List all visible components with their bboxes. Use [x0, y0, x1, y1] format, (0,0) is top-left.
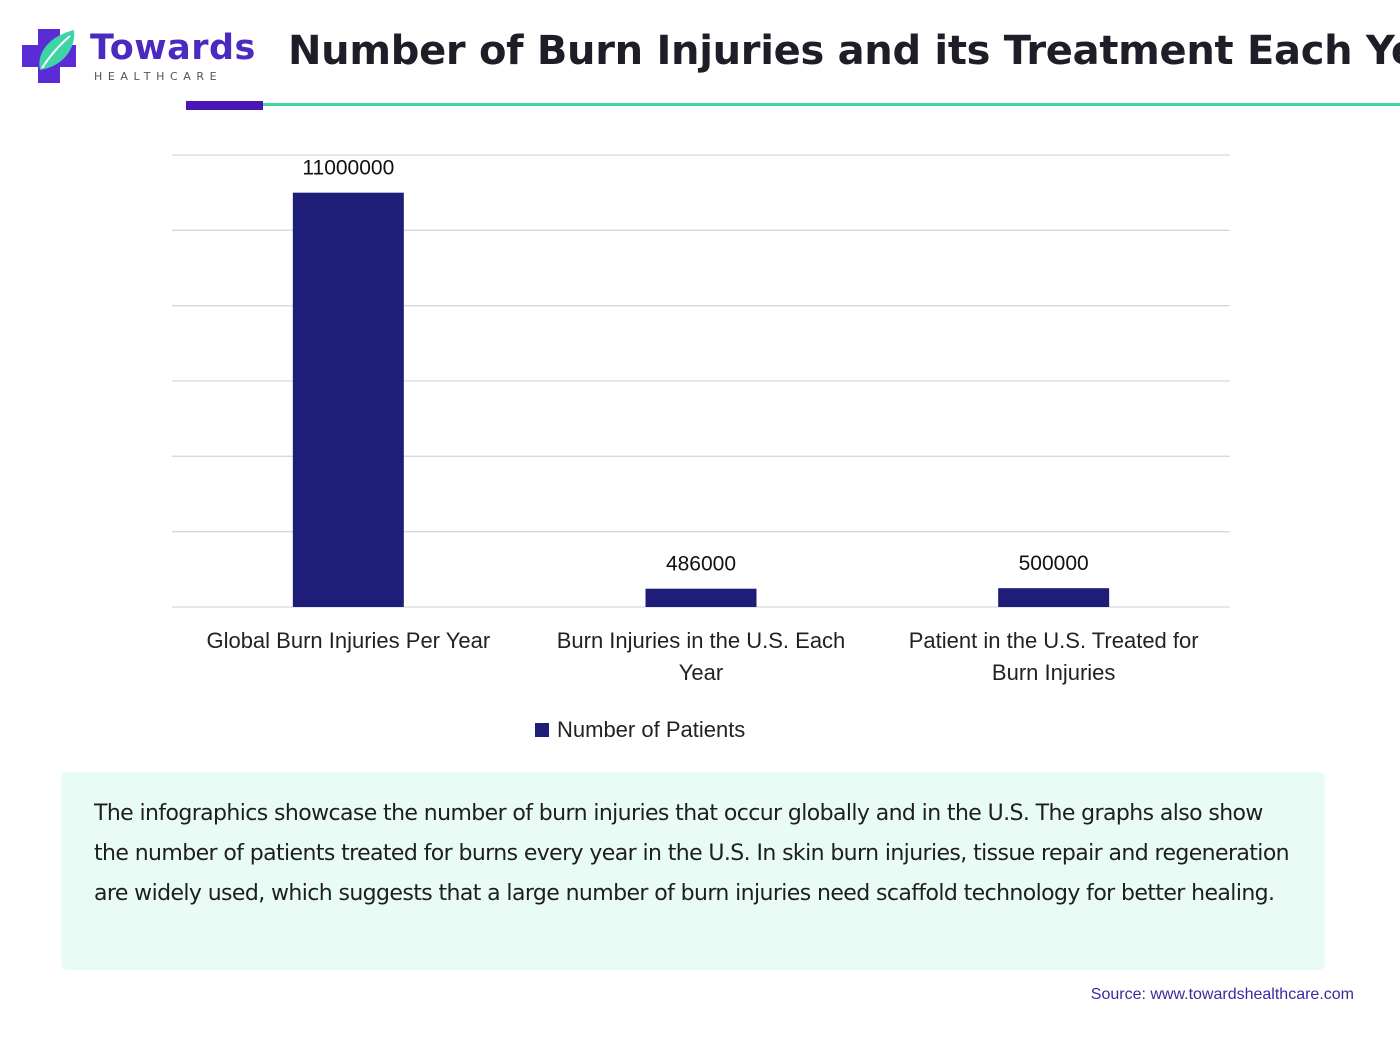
x-tick-label: Burn Injuries in the U.S. Each: [557, 628, 846, 653]
x-tick-label: Patient in the U.S. Treated for: [909, 628, 1199, 653]
brand-logo: Towards HEALTHCARE: [20, 26, 255, 88]
legend-label: Number of Patients: [557, 717, 746, 742]
data-label: 11000000: [302, 157, 394, 180]
brand-name: Towards: [90, 28, 256, 68]
medical-cross-leaf-icon: [22, 29, 76, 83]
data-label: 500000: [1019, 552, 1089, 575]
brand-subtitle: HEALTHCARE: [94, 70, 223, 83]
bar-chart: 11000000 Global Burn Injuries Per Year 486…: [172, 154, 1230, 685]
bar: [292, 192, 404, 607]
chart-legend: Number of Patients: [535, 716, 745, 744]
description-text: The infographics showcase the number of …: [94, 801, 1290, 906]
bar: [645, 588, 757, 607]
bar: [998, 588, 1110, 607]
header-divider: [186, 103, 1400, 106]
header-divider-accent: [186, 101, 263, 110]
page-title: Number of Burn Injuries and its Treatmen…: [288, 28, 1400, 74]
data-label: 486000: [666, 553, 736, 576]
description-panel: The infographics showcase the number of …: [61, 772, 1325, 970]
x-tick-label: Burn Injuries: [992, 660, 1116, 685]
legend-swatch: [535, 723, 549, 737]
x-tick-label: Global Burn Injuries Per Year: [206, 628, 490, 653]
x-tick-label: Year: [679, 660, 723, 685]
source-link[interactable]: Source: www.towardshealthcare.com: [1090, 986, 1354, 1003]
